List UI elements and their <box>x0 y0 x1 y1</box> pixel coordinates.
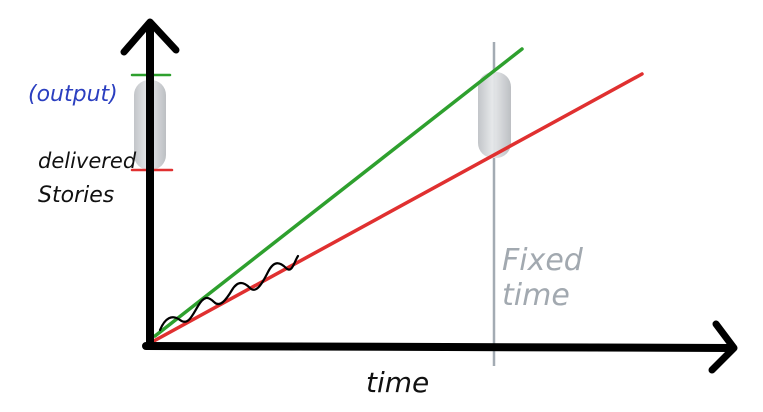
x-axis <box>142 342 734 352</box>
delivered-label: delivered <box>38 149 137 173</box>
red-delivered-line <box>150 72 644 344</box>
fixed-time-label: time <box>502 278 570 313</box>
output-gap-capsule-fixed-time <box>478 72 511 158</box>
y-axis-arrowhead <box>120 18 180 56</box>
x-axis-label: time <box>366 366 429 399</box>
wavy-progress-line <box>158 254 300 332</box>
stories-label: Stories <box>38 183 114 208</box>
x-axis-arrowhead <box>708 320 738 374</box>
green-output-line <box>153 47 524 338</box>
output-label: (output) <box>28 82 118 107</box>
fixed-label: Fixed <box>502 243 584 278</box>
